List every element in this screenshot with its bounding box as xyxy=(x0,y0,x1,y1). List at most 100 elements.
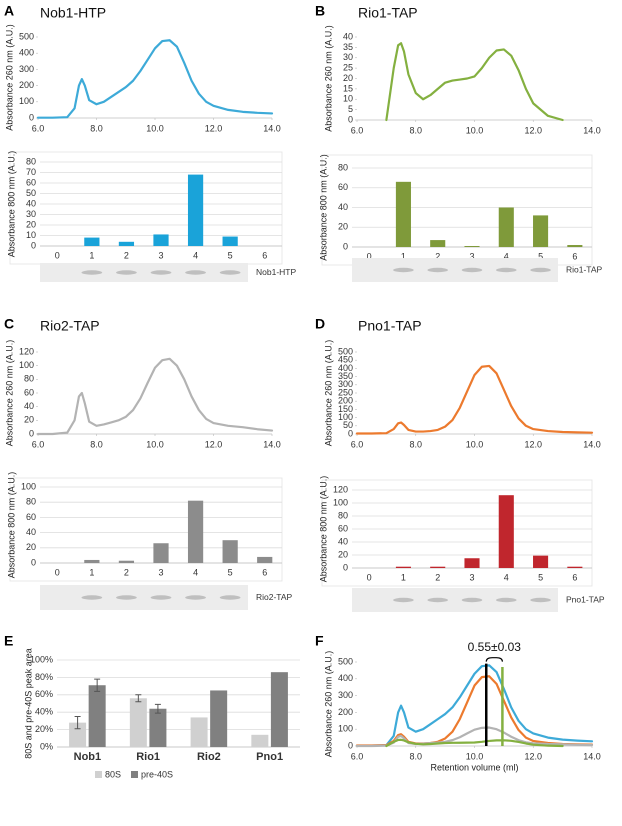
y-tick-label: 0 xyxy=(348,428,353,438)
bar xyxy=(187,500,204,563)
y-axis-title: Absorbance 800 nm (A.U.) xyxy=(318,476,328,583)
blot-label: Nob1-HTP xyxy=(256,267,296,277)
blot-band xyxy=(530,267,551,273)
blot-band xyxy=(427,597,449,603)
x-tick-label: 4 xyxy=(193,567,198,577)
bar xyxy=(118,560,135,563)
bar xyxy=(187,174,204,246)
x-tick-label: 3 xyxy=(469,251,474,261)
line-series xyxy=(385,738,564,748)
bar xyxy=(498,495,514,568)
x-tick-label: 10.0 xyxy=(466,751,484,761)
legend-label: 80S xyxy=(105,769,121,779)
y-tick-label: 0% xyxy=(40,741,53,751)
x-tick-label: 12.0 xyxy=(205,123,223,133)
bar xyxy=(129,698,147,747)
x-tick-label: Nob1 xyxy=(74,751,102,763)
panel-letter: D xyxy=(315,316,325,332)
plot-frame xyxy=(9,151,283,265)
bar xyxy=(430,240,446,247)
y-tick-label: 500 xyxy=(338,346,353,356)
y-tick-label: 120 xyxy=(333,484,348,494)
y-tick-label: 0 xyxy=(29,428,34,438)
y-tick-label: 0 xyxy=(348,740,353,750)
bar xyxy=(118,241,135,246)
bar xyxy=(153,234,169,246)
bar xyxy=(149,708,167,747)
x-tick-label: 3 xyxy=(158,250,163,260)
y-tick-label: 60% xyxy=(35,689,53,699)
y-tick-label: 250 xyxy=(338,387,353,397)
x-tick-label: 4 xyxy=(504,251,509,261)
x-tick-label: 8.0 xyxy=(90,439,103,449)
x-tick-label: 6.0 xyxy=(32,123,45,133)
blot xyxy=(40,585,248,610)
y-tick-label: 200 xyxy=(338,707,353,717)
y-tick-label: 20 xyxy=(26,219,36,229)
y-tick-label: 0 xyxy=(31,557,36,567)
x-tick-label: 6.0 xyxy=(32,439,45,449)
y-tick-label: 10 xyxy=(343,94,353,104)
line-series xyxy=(355,664,594,747)
y-tick-label: 400 xyxy=(19,48,34,58)
blot-label: Rio2-TAP xyxy=(256,592,293,602)
panel-title: Pno1-TAP xyxy=(358,318,422,334)
x-tick-label: 5 xyxy=(538,251,543,261)
x-tick-label: 6.0 xyxy=(351,439,364,449)
x-tick-label: 2 xyxy=(124,567,129,577)
x-tick-label: 5 xyxy=(228,567,233,577)
panel-letter: F xyxy=(315,633,324,649)
y-tick-label: 200 xyxy=(338,396,353,406)
y-tick-label: 40 xyxy=(26,198,36,208)
y-tick-label: 40 xyxy=(343,31,353,41)
y-tick-label: 0 xyxy=(348,114,353,124)
x-tick-label: 1 xyxy=(401,572,406,582)
y-tick-label: 300 xyxy=(19,64,34,74)
x-tick-label: 14.0 xyxy=(583,439,601,449)
y-tick-label: 350 xyxy=(338,371,353,381)
error-bar xyxy=(94,678,101,692)
y-axis-title: Absorbance 260 nm (A.U.) xyxy=(323,340,333,447)
x-tick-label: 4 xyxy=(504,572,509,582)
y-axis-title: Absorbance 260 nm (A.U.) xyxy=(323,651,333,758)
x-tick-label: 0 xyxy=(55,250,60,260)
bar xyxy=(567,245,583,247)
x-tick-label: 10.0 xyxy=(466,439,484,449)
y-tick-label: 25 xyxy=(343,63,353,73)
x-tick-label: 12.0 xyxy=(524,125,542,135)
bar xyxy=(84,237,100,246)
y-tick-label: 20 xyxy=(338,549,348,559)
y-tick-label: 60 xyxy=(338,182,348,192)
error-bar xyxy=(154,703,161,714)
blot-band xyxy=(219,270,241,275)
blot xyxy=(352,258,558,282)
y-tick-label: 40 xyxy=(24,401,34,411)
y-tick-label: 120 xyxy=(19,346,34,356)
x-tick-label: 1 xyxy=(89,250,94,260)
x-tick-label: 12.0 xyxy=(205,439,223,449)
x-tick-label: 5 xyxy=(538,572,543,582)
x-tick-label: 5 xyxy=(228,250,233,260)
y-tick-label: 35 xyxy=(343,42,353,52)
bar xyxy=(464,558,480,568)
bar xyxy=(567,566,583,568)
x-tick-label: 8.0 xyxy=(90,123,103,133)
y-tick-label: 300 xyxy=(338,379,353,389)
blot-band xyxy=(427,267,449,273)
x-tick-label: 0 xyxy=(367,251,372,261)
blot-band xyxy=(116,595,137,600)
x-tick-label: 6 xyxy=(262,567,267,577)
y-tick-label: 80% xyxy=(35,672,53,682)
y-tick-label: 60 xyxy=(24,387,34,397)
y-tick-label: 40 xyxy=(338,202,348,212)
x-tick-label: 2 xyxy=(124,250,129,260)
y-tick-label: 60 xyxy=(26,512,36,522)
x-tick-label: Rio1 xyxy=(136,751,160,763)
panel-letter: E xyxy=(4,633,13,649)
y-tick-label: 80 xyxy=(26,156,36,166)
blot-band xyxy=(496,267,517,273)
y-tick-label: 80 xyxy=(26,497,36,507)
y-tick-label: 400 xyxy=(338,673,353,683)
x-tick-label: 6 xyxy=(262,250,267,260)
